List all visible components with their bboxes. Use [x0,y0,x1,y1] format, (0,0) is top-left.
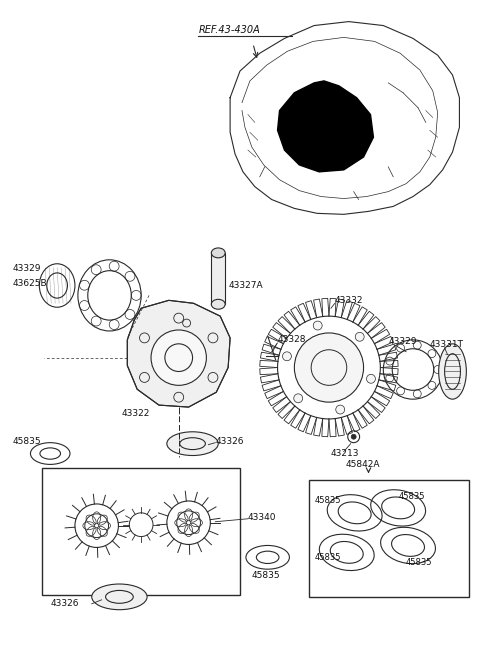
Circle shape [367,374,375,383]
Bar [211,253,225,304]
Text: 43326: 43326 [216,437,244,446]
Text: 45835: 45835 [12,437,41,446]
Text: 43329: 43329 [12,264,41,273]
Text: 43322: 43322 [121,409,150,419]
Circle shape [336,405,345,414]
Text: 43340: 43340 [248,513,276,522]
Text: 43213: 43213 [331,449,360,458]
Circle shape [165,344,192,371]
Text: REF.43-430A: REF.43-430A [199,26,260,35]
Circle shape [294,394,303,403]
Text: 43625B: 43625B [12,279,48,288]
Ellipse shape [439,344,467,399]
Text: 43328: 43328 [277,335,306,344]
Circle shape [294,333,363,402]
Circle shape [140,373,149,382]
Text: 43332: 43332 [335,296,363,305]
Text: 45835: 45835 [406,558,432,567]
Ellipse shape [167,432,218,455]
Ellipse shape [211,248,225,258]
Circle shape [283,352,291,361]
Text: 45835: 45835 [398,491,425,501]
Circle shape [351,434,356,439]
Bar [309,480,469,597]
Circle shape [151,330,206,386]
Text: 43326: 43326 [50,599,79,608]
Text: 45835: 45835 [315,553,342,562]
Polygon shape [277,81,373,172]
Text: 45835: 45835 [252,571,280,579]
Text: 43329: 43329 [388,337,417,346]
Text: 43327A: 43327A [228,281,263,290]
Circle shape [174,313,184,323]
Text: 43331T: 43331T [430,340,464,350]
Ellipse shape [180,438,205,449]
Bar [42,468,240,595]
Ellipse shape [211,300,225,309]
Circle shape [208,373,218,382]
Circle shape [355,332,364,341]
Circle shape [174,392,184,402]
Ellipse shape [106,591,133,603]
Ellipse shape [92,584,147,610]
Text: 45835: 45835 [315,497,342,505]
Circle shape [208,333,218,343]
Circle shape [313,321,322,330]
Text: 45842A: 45842A [346,460,380,469]
Polygon shape [127,300,230,407]
Circle shape [140,333,149,343]
